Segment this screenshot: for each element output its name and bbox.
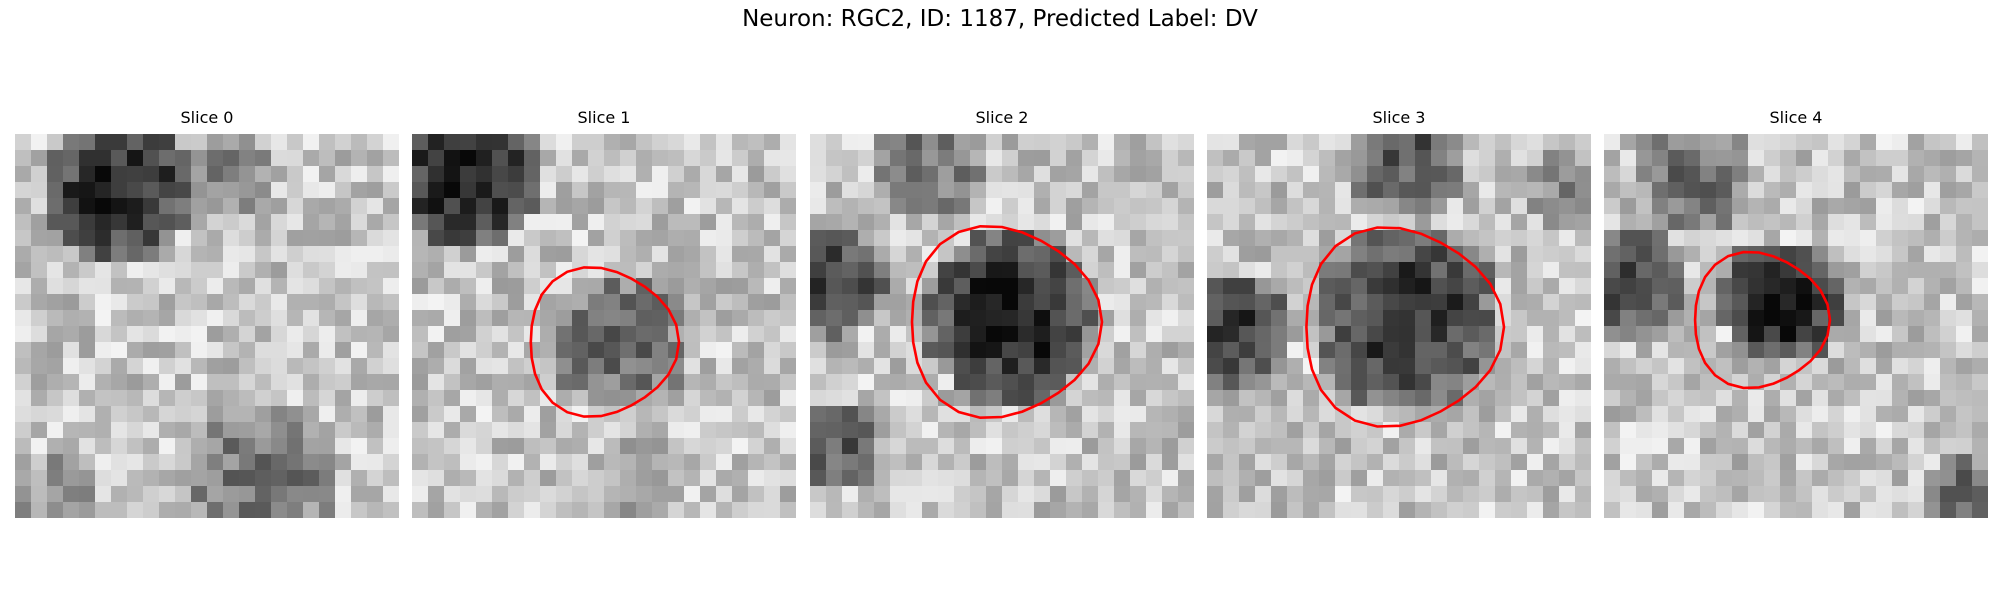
slice-panel-2: Slice 2 [810,108,1194,518]
slice-title-4: Slice 4 [1769,108,1823,127]
slice-title-2: Slice 2 [975,108,1029,127]
slice-image-0 [15,134,399,518]
cell-contour-2 [910,224,1104,420]
slice-title-0: Slice 0 [180,108,234,127]
slice-panel-3: Slice 3 [1207,108,1591,518]
cell-contour-4 [1693,250,1832,390]
slice-image-4 [1604,134,1988,518]
cell-contour-3 [1305,226,1506,428]
slice-image-1 [412,134,796,518]
slice-image-3 [1207,134,1591,518]
slice-image-2 [810,134,1194,518]
slice-panel-1: Slice 1 [412,108,796,518]
figure-title: Neuron: RGC2, ID: 1187, Predicted Label:… [742,6,1258,32]
cell-contour-1 [529,266,681,418]
slice-title-1: Slice 1 [577,108,631,127]
slice-title-3: Slice 3 [1372,108,1426,127]
slice-panel-4: Slice 4 [1604,108,1988,518]
slice-panel-0: Slice 0 [15,108,399,518]
